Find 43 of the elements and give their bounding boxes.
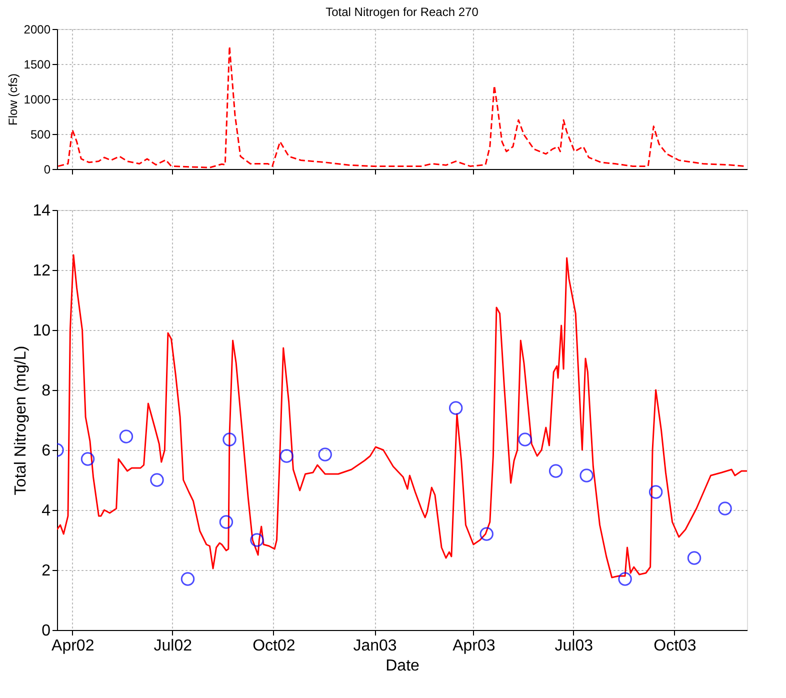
y-axis-title: Flow (cfs) — [6, 74, 20, 126]
y-tick-label: 8 — [42, 382, 51, 400]
point — [448, 401, 463, 415]
point — [219, 515, 234, 529]
x-axis-title: Date — [386, 658, 420, 674]
y-tick-label: 2 — [42, 562, 51, 580]
x-tick-label: Oct03 — [654, 638, 696, 654]
point — [119, 430, 134, 444]
point — [222, 432, 236, 446]
x-tick-label: Apr02 — [52, 638, 94, 654]
point — [80, 452, 95, 466]
y-tick-label: 500 — [30, 128, 51, 142]
point — [180, 572, 195, 586]
point — [548, 464, 563, 478]
point — [618, 572, 632, 586]
x-tick-label: Oct02 — [252, 638, 296, 654]
line-series — [57, 254, 747, 578]
y-tick-label: 0 — [44, 162, 51, 176]
y-tick-label: 1500 — [24, 58, 51, 72]
y-tick-label: 6 — [42, 442, 51, 460]
point — [718, 502, 732, 516]
y-axis-title: Total Nitrogen (mg/L) — [12, 346, 30, 496]
point — [150, 473, 164, 487]
chart-title: Total Nitrogen for Reach 270 — [326, 5, 479, 19]
y-tick-label: 10 — [32, 322, 51, 340]
point — [648, 485, 663, 499]
point — [580, 468, 594, 482]
x-tick-label: Apr03 — [452, 638, 496, 654]
y-tick-label: 2000 — [24, 22, 51, 36]
point — [518, 432, 532, 446]
y-tick-label: 14 — [32, 202, 51, 220]
point — [687, 551, 702, 565]
point — [250, 533, 264, 547]
x-tick-label: Jul03 — [554, 638, 594, 654]
y-tick-label: 1000 — [24, 92, 51, 106]
y-tick-label: 12 — [32, 262, 51, 280]
point — [280, 449, 294, 463]
point — [318, 448, 332, 462]
x-tick-label: Jan03 — [353, 638, 397, 654]
x-tick-label: Jul02 — [154, 638, 192, 654]
y-tick-label: 0 — [42, 622, 51, 640]
point — [480, 527, 494, 541]
y-tick-label: 4 — [42, 502, 51, 520]
